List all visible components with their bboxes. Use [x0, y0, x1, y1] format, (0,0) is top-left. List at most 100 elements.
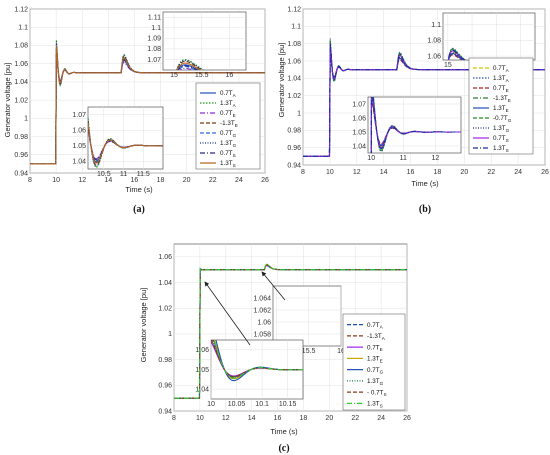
x-tick-label: 16 [131, 177, 139, 184]
y-tick-label: 1.1 [18, 25, 28, 32]
y-tick-label: 1.04 [195, 386, 209, 393]
y-tick-label: 1.02 [158, 306, 172, 313]
x-axis-label: Time (s) [125, 185, 153, 194]
legend-entry: 1.3TS [220, 160, 236, 168]
y-tick-label: 0.94 [158, 408, 172, 415]
x-tick-label: 26 [261, 177, 269, 184]
legend: 0.7TA 1.3TA 0.7TE -1.3TE 0.7TG 1.3TG 0.7TS 1.3T… [195, 82, 261, 170]
x-tick-label: 26 [541, 169, 549, 176]
legend-entry: -1.3TE [220, 120, 238, 128]
legend-entry: 1.3TA [220, 100, 237, 108]
y-tick-label: 1.08 [147, 46, 161, 53]
y-tick-label: 1.1 [151, 25, 161, 32]
y-tick-label: 1 [168, 331, 172, 338]
y-tick-label: 1 [297, 110, 301, 117]
x-tick-label: 26 [403, 415, 411, 422]
y-axis-label: Generator voltage [pu] [3, 63, 12, 138]
y-tick-label: 1.1 [431, 22, 441, 29]
legend: 0.7TA -1.3TA 0.7TE 1.3TE 0.7TG 1.3TG - 0.7TS 1.… [342, 313, 406, 411]
legend-entry: 0.7TG [367, 367, 384, 375]
series-line [370, 97, 461, 153]
y-tick-label: 1.06 [72, 128, 86, 135]
inset-series [447, 47, 467, 60]
x-tick-label: 10.05 [228, 401, 246, 408]
legend-subscript: A [506, 68, 510, 73]
legend: 0.7TA 1.3TA 0.7TE -1.3TE 1.3TE -0.7TG 1.3TG 0.7… [468, 57, 534, 155]
x-tick-label: 16 [407, 169, 415, 176]
legend-subscript: S [506, 138, 509, 143]
y-tick-label: 1.08 [287, 41, 301, 48]
legend-subscript: G [233, 143, 237, 148]
x-tick-label: 15 [444, 62, 452, 69]
legend-entry: 0.7TE [367, 344, 383, 352]
legend-entry: - 0.7TS [367, 389, 387, 397]
series-line [447, 49, 466, 60]
x-tick-label: 8 [301, 169, 305, 176]
inset-series [88, 117, 163, 168]
panel-caption: (b) [419, 204, 431, 215]
x-tick-label: 16 [274, 415, 282, 422]
inset-series [211, 340, 303, 382]
x-tick-label: 20 [460, 169, 468, 176]
legend-subscript: S [383, 392, 386, 397]
panel-caption: (a) [133, 204, 145, 215]
y-tick-label: 0.98 [158, 357, 172, 364]
y-tick-label: 1.04 [158, 280, 172, 287]
x-tick-label: 10 [326, 169, 334, 176]
x-tick-label: 24 [377, 415, 385, 422]
y-tick-label: 1.08 [427, 38, 441, 45]
y-tick-label: 1.07 [72, 112, 86, 119]
y-tick-label: 0.94 [14, 170, 28, 177]
series-line [174, 263, 407, 399]
inset-axes: 10 11 12 1.04 1.05 1.06 1.07 [352, 96, 462, 162]
inset-series [370, 97, 461, 153]
x-tick-label: 15 [170, 72, 178, 79]
y-tick-label: 1.064 [253, 295, 271, 302]
legend-subscript: G [508, 118, 512, 123]
inset-series [176, 59, 205, 70]
y-tick-label: 1.06 [158, 254, 172, 261]
panel-caption: (c) [278, 443, 289, 454]
inset-axes: 10 10.05 10.1 10.15 1.04 1.05 1.06 [195, 339, 304, 408]
legend-subscript: A [233, 93, 237, 98]
legend-subscript: A [506, 78, 510, 83]
x-tick-label: 12 [78, 177, 86, 184]
x-tick-label: 11.5 [137, 171, 150, 178]
y-tick-label: 1.06 [257, 319, 271, 326]
legend-subscript: A [233, 103, 237, 108]
chart-panel-a: Generator voltage [pu] Time (s) (a) 8 10 1… [3, 6, 269, 215]
x-tick-label: 10 [207, 401, 215, 408]
y-tick-label: 0.96 [14, 152, 28, 159]
y-tick-label: 1.06 [287, 58, 301, 65]
legend-entry: 1.3TG [220, 140, 237, 148]
legend-entry: 1.3TA [493, 75, 510, 83]
x-tick-label: 24 [235, 177, 243, 184]
legend-entry: 1.3TS [367, 401, 383, 409]
legend-entry: -1.3TE [493, 95, 511, 103]
chart-panel-c: Generator voltage [pu] Time (s) (c) 8 10 1… [139, 243, 411, 454]
y-tick-label: 1.07 [147, 57, 161, 64]
legend-entry: 1.3TE [493, 105, 509, 113]
legend-subscript: S [380, 403, 383, 408]
x-tick-label: 14 [248, 415, 256, 422]
x-tick-label: 12 [222, 415, 230, 422]
legend-entry: 1.3TE [367, 356, 383, 364]
y-tick-label: 0.96 [158, 383, 172, 390]
legend-entry: 1.3TS [493, 145, 509, 153]
legend-subscript: G [380, 370, 384, 375]
legend-subscript: E [235, 123, 238, 128]
legend-subscript: E [380, 358, 383, 363]
y-axis-label: Generator voltage [pu] [139, 288, 148, 363]
plot-area [162, 11, 247, 71]
y-tick-label: 1.04 [352, 143, 366, 150]
y-tick-label: 1.05 [72, 143, 86, 150]
x-tick-label: 24 [514, 169, 522, 176]
y-tick-label: 1.12 [287, 6, 301, 13]
x-tick-label: 10.1 [255, 401, 269, 408]
legend-entry: -0.7TG [493, 115, 512, 123]
y-tick-label: 1.02 [14, 97, 28, 104]
y-tick-label: 1.06 [195, 347, 209, 354]
x-tick-label: 8 [28, 177, 32, 184]
legend-entry: 0.7TA [220, 90, 237, 98]
